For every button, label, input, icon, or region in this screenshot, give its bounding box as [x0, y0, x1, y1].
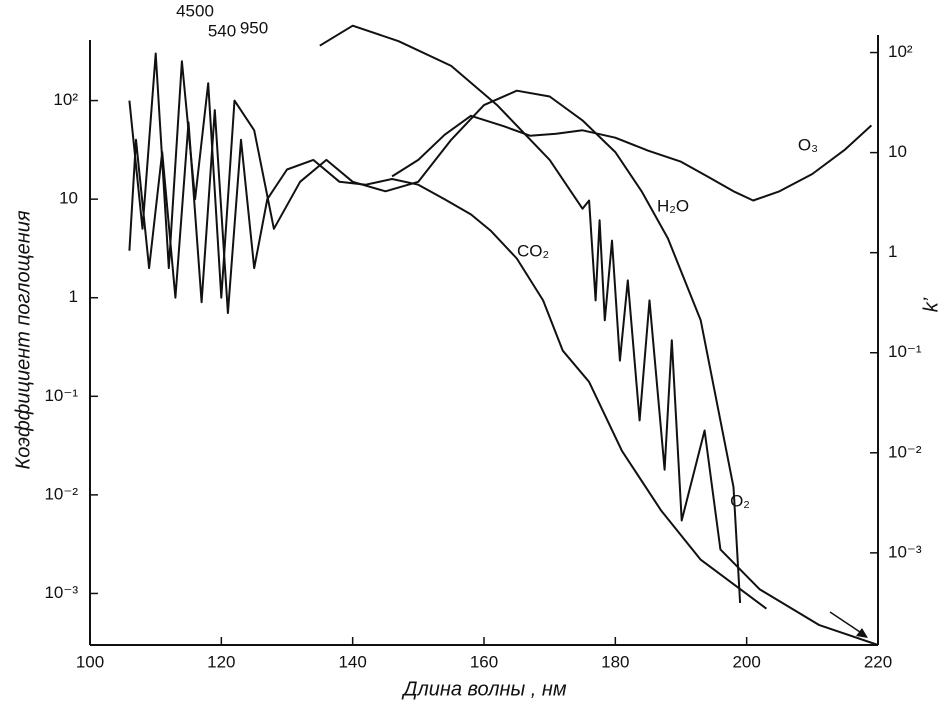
- y-tick-label: 10²: [53, 90, 78, 109]
- series-label: CO₂: [517, 241, 549, 260]
- x-tick-label: 140: [338, 652, 366, 671]
- y2-tick-label: 10⁻³: [888, 542, 922, 561]
- series-label: H₂O: [657, 196, 689, 215]
- y-tick-label: 10: [59, 189, 78, 208]
- y-tick-label: 10⁻²: [44, 484, 78, 503]
- y2-tick-label: 10⁻¹: [888, 342, 922, 361]
- annotation: 950: [240, 18, 268, 37]
- x-tick-label: 200: [732, 652, 760, 671]
- x-tick-label: 100: [76, 652, 104, 671]
- x-tick-label: 120: [207, 652, 235, 671]
- x-tick-label: 180: [601, 652, 629, 671]
- y2-tick-label: 10²: [888, 42, 913, 61]
- y-tick-label: 10⁻³: [44, 583, 78, 602]
- x-axis-title: Длина волны , нм: [401, 678, 567, 700]
- x-tick-label: 160: [470, 652, 498, 671]
- y-tick-label: 10⁻¹: [44, 386, 78, 405]
- series-label: O₃: [798, 135, 818, 154]
- series-line: [391, 114, 873, 202]
- y2-tick-label: 10: [888, 142, 907, 161]
- series-line: [319, 24, 879, 646]
- y2-tick-label: 1: [888, 242, 897, 261]
- series-line: [128, 109, 767, 610]
- y2-axis-title: k’: [920, 297, 942, 312]
- arrow-head: [856, 628, 868, 638]
- y-axis-title: Коэффициент поглощения: [12, 210, 34, 469]
- annotation: 4500: [176, 1, 214, 20]
- y2-tick-label: 10⁻²: [888, 442, 922, 461]
- x-tick-label: 220: [864, 652, 892, 671]
- series-line: [128, 52, 742, 604]
- y-tick-label: 1: [69, 287, 78, 306]
- annotation: 540: [208, 21, 236, 40]
- series-label: O₂: [730, 491, 750, 510]
